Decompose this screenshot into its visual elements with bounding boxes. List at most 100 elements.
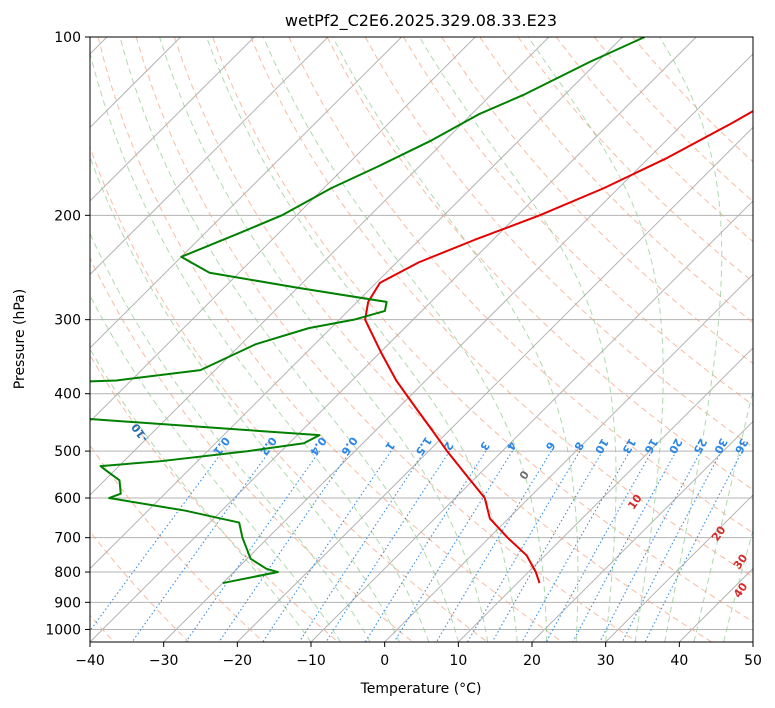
moist-adiabat-26: [332, 37, 579, 642]
dry-adiabat-150: [594, 37, 753, 203]
moist-adiabat-label-10: 10: [625, 492, 645, 512]
isotherm--40: [90, 37, 697, 642]
dry-adiabat--20: [90, 444, 264, 642]
mixing-ratio-line-30: [621, 450, 722, 642]
mixing-ratio-label-0.2: 0.2: [257, 434, 279, 457]
isotherm--20: [236, 126, 753, 642]
mixing-ratio-line-36: [644, 450, 743, 642]
dry-adiabat-0: [90, 256, 414, 642]
x-tick-label-40: 40: [670, 653, 688, 669]
plot-frame: [89, 36, 754, 643]
mixing-ratio-label-36: 36: [732, 436, 751, 456]
y-tick-label-300: 300: [54, 313, 81, 329]
dry-adiabat-70: [288, 37, 753, 534]
moist-adiabat--6: [90, 294, 341, 642]
moist-adiabat-18: [206, 37, 518, 642]
moist-adiabats: [90, 37, 753, 642]
mixing-ratio-line-13: [521, 450, 631, 642]
mixing-ratio-line-4: [393, 450, 513, 642]
mixing-ratio-line-25: [599, 450, 702, 642]
x-tick-label-10: 10: [449, 653, 467, 669]
isotherm-50: [752, 641, 753, 642]
mixing-ratio-line-3: [364, 450, 487, 642]
moist-adiabat-46: [723, 528, 753, 642]
dry-adiabat-80: [326, 37, 753, 491]
y-tick-label-1000: 1000: [45, 622, 81, 638]
y-tick-label-800: 800: [54, 565, 81, 581]
isotherm-0: [384, 273, 753, 642]
dry-adiabat-label--10: -10: [129, 421, 151, 445]
moist-adiabat-30: [418, 37, 617, 642]
moist-adiabat-label-40: 40: [731, 580, 751, 600]
isotherm--70: [90, 37, 476, 423]
mixing-ratio-label-25: 25: [691, 436, 710, 456]
plot-area: 0.10.20.40.611.52346810131620253036-100-…: [90, 37, 753, 642]
moist-adiabat-50: [752, 640, 753, 642]
mixing-ratio-label-0.4: 0.4: [307, 434, 329, 458]
isotherm--80: [90, 37, 402, 349]
y-axis-label: Pressure (hPa): [12, 289, 28, 389]
chart-title: wetPf2_C2E6.2025.329.08.33.E23: [285, 11, 557, 31]
sounding-profiles: [90, 37, 753, 585]
mixing-ratio-label-1.5: 1.5: [413, 434, 435, 457]
mixing-ratio-line-6: [435, 450, 552, 642]
isotherm--10: [310, 200, 753, 642]
isotherm-40: [678, 567, 753, 642]
dry-adiabat-50: [212, 37, 753, 623]
mixing-ratio-label-13: 13: [619, 436, 638, 456]
dry-adiabat-20: [97, 37, 563, 642]
mixing-ratio-line-0.1: [90, 450, 224, 632]
moist-adiabat-6: [90, 50, 430, 642]
mixing-ratio-line-0.6: [218, 450, 351, 642]
isotherm-10: [457, 347, 753, 642]
x-tick-label-20: 20: [523, 653, 541, 669]
y-tick-label-600: 600: [54, 491, 81, 507]
moist-adiabat-10: [119, 37, 459, 642]
temperature-profile: [364, 109, 753, 584]
y-tick-label-200: 200: [54, 208, 81, 224]
y-tick-label-900: 900: [54, 595, 81, 611]
isotherm--100: [90, 37, 255, 202]
x-axis-ticks: −40 −30 −20 −10 0 10 20 30 40 50: [75, 642, 762, 669]
moist-adiabat-label-0: 0: [517, 468, 532, 482]
isotherm--90: [90, 37, 329, 276]
mixing-ratio-line-1: [262, 450, 392, 642]
moist-adiabat-label-30: 30: [731, 552, 751, 572]
mixing-ratio-label-10: 10: [592, 436, 611, 456]
isotherm-20: [531, 420, 753, 642]
mixing-ratio-line-20: [572, 450, 677, 642]
moist-adiabat-label-20: 20: [709, 523, 729, 543]
dry-adiabat-10: [90, 145, 488, 642]
moist-adiabat-38: [659, 37, 723, 642]
mixing-ratio-lines: [90, 450, 743, 642]
x-tick-label--10: −10: [296, 653, 326, 669]
x-tick-label-50: 50: [744, 653, 762, 669]
mixing-ratio-label-0.6: 0.6: [338, 434, 360, 458]
mixing-ratio-line-0.4: [185, 450, 321, 642]
y-tick-label-100: 100: [54, 30, 81, 46]
dry-adiabat-60: [250, 37, 753, 578]
mixing-ratio-line-2: [325, 450, 451, 642]
y-tick-label-400: 400: [54, 387, 81, 403]
dry-adiabat-140: [555, 37, 753, 243]
dry-adiabat--10: [90, 354, 339, 642]
isotherm--30: [163, 53, 753, 642]
y-axis-ticks: 100 200 300 400 500 600 700 800 900 1000: [45, 30, 90, 638]
isotherm--60: [90, 37, 550, 496]
dry-adiabat-110: [441, 37, 753, 365]
mixing-ratio-line-16: [545, 450, 653, 642]
isotherm--50: [90, 37, 623, 570]
dry-adiabat-30: [135, 37, 638, 642]
dry-adiabat-100: [403, 37, 753, 406]
mixing-ratio-line-1.5: [298, 450, 426, 642]
moist-adiabat--10: [90, 348, 312, 642]
moist-adiabat-34: [527, 37, 664, 642]
moist-adiabat--2: [90, 232, 371, 642]
x-tick-label-30: 30: [597, 653, 615, 669]
dry-adiabat--30: [90, 530, 190, 642]
dry-adiabats: [90, 37, 753, 642]
x-tick-label--40: −40: [75, 653, 105, 669]
isotherm-30: [605, 494, 753, 642]
x-tick-label-0: 0: [380, 653, 389, 669]
